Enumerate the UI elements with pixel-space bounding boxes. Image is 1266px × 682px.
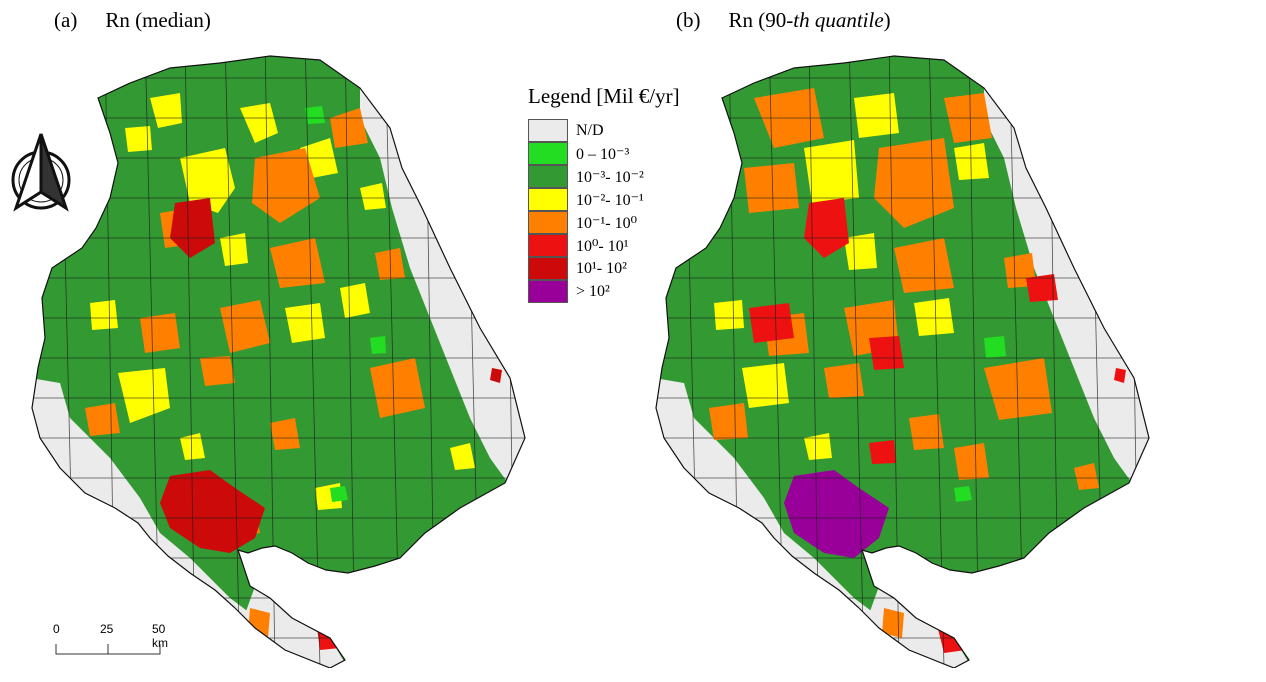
panel-a-title: (a) Rn (median): [54, 8, 211, 33]
legend-swatch: [528, 119, 568, 142]
panel-b-title-italic: th quantile: [793, 8, 884, 32]
legend-label: 10¹- 10²: [576, 259, 627, 277]
scale-bar: 0 25 50 km: [48, 622, 178, 662]
legend-swatch: [528, 257, 568, 280]
panel-b-tag: (b): [676, 8, 701, 32]
legend-label: > 10²: [576, 282, 610, 300]
map-panel-b: [655, 55, 1150, 668]
legend-title: Legend [Mil €/yr]: [528, 84, 680, 108]
scale-label-50: 50 km: [152, 622, 168, 650]
panel-b-title-prefix: Rn (90-: [728, 8, 794, 32]
legend-swatch: [528, 211, 568, 234]
map-legend: Legend [Mil €/yr] N/D 0 – 10⁻³ 10⁻³- 10⁻…: [528, 84, 680, 303]
legend-label: N/D: [576, 121, 604, 139]
legend-label: 10⁻³- 10⁻²: [576, 168, 644, 186]
map-panel-a: [31, 55, 526, 668]
legend-swatch: [528, 188, 568, 211]
legend-item: 0 – 10⁻³: [528, 142, 680, 165]
scale-label-0: 0: [53, 622, 60, 636]
legend-item: 10⁰- 10¹: [528, 234, 680, 257]
legend-label: 0 – 10⁻³: [576, 145, 630, 163]
legend-item: 10⁻³- 10⁻²: [528, 165, 680, 188]
north-arrow-icon: [11, 133, 71, 212]
legend-swatch: [528, 280, 568, 303]
legend-item: N/D: [528, 119, 680, 142]
legend-item: 10¹- 10²: [528, 257, 680, 280]
panel-b-title: (b) Rn (90-th quantile): [676, 8, 891, 33]
scale-bar-line: [55, 644, 161, 655]
legend-item: > 10²: [528, 280, 680, 303]
legend-label: 10⁰- 10¹: [576, 237, 629, 255]
legend-item: 10⁻¹- 10⁰: [528, 211, 680, 234]
scale-label-25: 25: [100, 622, 114, 636]
legend-swatch: [528, 234, 568, 257]
legend-swatch: [528, 142, 568, 165]
legend-swatch: [528, 165, 568, 188]
legend-item: 10⁻²- 10⁻¹: [528, 188, 680, 211]
legend-label: 10⁻¹- 10⁰: [576, 214, 637, 232]
panel-a-tag: (a): [54, 8, 78, 32]
panel-b-title-suffix: ): [883, 8, 891, 32]
panel-a-title-text: Rn (median): [105, 8, 211, 32]
legend-label: 10⁻²- 10⁻¹: [576, 191, 644, 209]
